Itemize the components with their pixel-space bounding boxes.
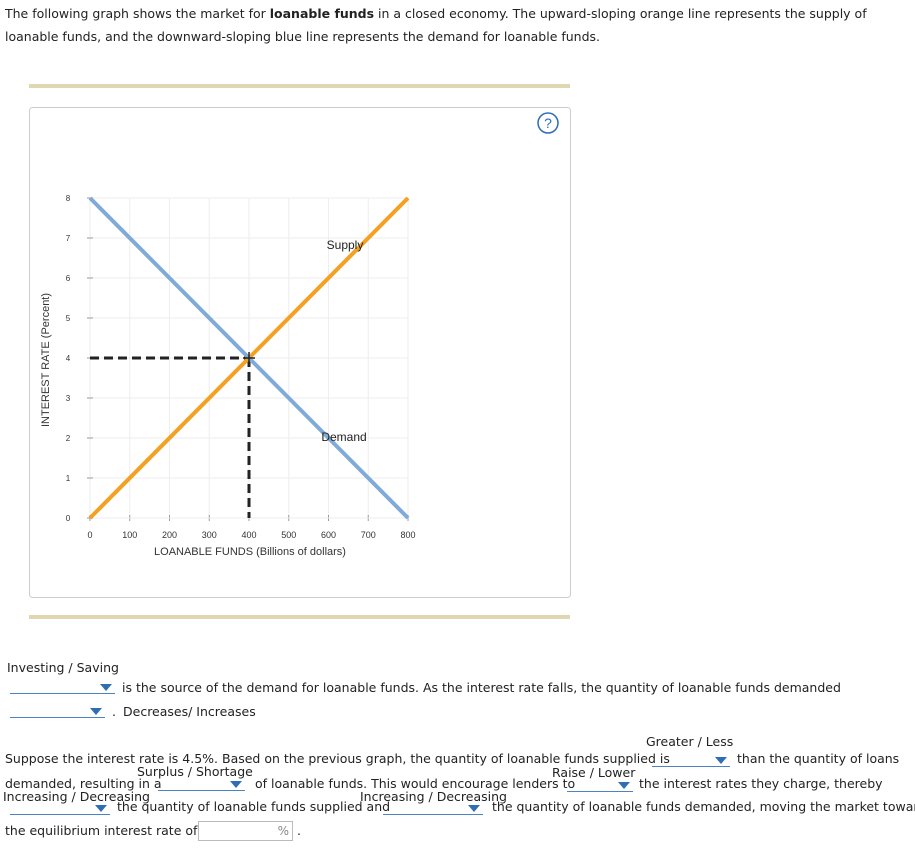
x-tick-label: 800: [400, 530, 415, 540]
question-text: demanded, resulting in a: [5, 776, 162, 791]
question-text: of loanable funds. This would encourage …: [255, 776, 576, 791]
answer-input[interactable]: %: [198, 821, 293, 841]
divider: [29, 84, 570, 88]
question-text: the equilibrium interest rate of: [5, 823, 198, 838]
option-hint: Increasing / Decreasing: [360, 789, 507, 804]
question-text: .: [112, 704, 116, 719]
y-tick-label: 3: [66, 394, 71, 403]
x-tick-label: 300: [202, 530, 217, 540]
dropdown[interactable]: [652, 754, 730, 767]
question-text: is the source of the demand for loanable…: [122, 680, 841, 695]
dropdown[interactable]: [10, 802, 110, 815]
x-tick-label: 700: [361, 530, 376, 540]
help-button[interactable]: ?: [537, 112, 559, 134]
question-text: than the quantity of loans: [737, 751, 900, 766]
question-text: the interest rates they charge, thereby: [639, 776, 883, 791]
chart-frame: [29, 107, 571, 598]
y-tick-label: 5: [66, 314, 71, 323]
question-text: .: [297, 823, 301, 838]
y-axis-label: INTEREST RATE (Percent): [40, 293, 52, 427]
x-axis-label: LOANABLE FUNDS (Billions of dollars): [154, 546, 346, 558]
x-tick-label: 0: [87, 530, 92, 540]
series-label: Supply: [327, 238, 364, 252]
y-tick-label: 4: [66, 354, 71, 363]
divider: [29, 615, 570, 619]
y-tick-label: 6: [66, 274, 71, 283]
question-text: Suppose the interest rate is 4.5%. Based…: [5, 751, 670, 766]
option-hint: Surplus / Shortage: [137, 764, 253, 779]
dropdown[interactable]: [158, 778, 245, 791]
option-hint: Greater / Less: [646, 734, 734, 749]
y-tick-label: 1: [66, 474, 71, 483]
x-tick-label: 600: [321, 530, 336, 540]
option-hint: Raise / Lower: [552, 765, 636, 780]
option-hint: Increasing / Decreasing: [3, 789, 150, 804]
dropdown[interactable]: [10, 705, 105, 718]
question-text: the quantity of loanable funds supplied …: [117, 799, 391, 814]
dropdown[interactable]: [567, 779, 633, 792]
x-tick-label: 200: [162, 530, 177, 540]
dropdown[interactable]: [383, 802, 483, 815]
help-text[interactable]: ?: [544, 115, 552, 131]
intro-text: The following graph shows the market for: [5, 6, 270, 21]
y-tick-label: 2: [66, 434, 71, 443]
x-tick-label: 400: [241, 530, 256, 540]
intro-bold: loanable funds: [269, 6, 375, 21]
dropdown[interactable]: [10, 681, 115, 694]
option-hint: Decreases/ Increases: [123, 704, 256, 719]
y-tick-label: 7: [66, 234, 71, 243]
unit: %: [277, 824, 289, 838]
y-tick-label: 0: [66, 514, 71, 523]
question-text: the quantity of loanable funds demanded,…: [492, 799, 915, 814]
x-tick-label: 500: [281, 530, 296, 540]
x-tick-label: 100: [122, 530, 137, 540]
option-hint: Investing / Saving: [7, 660, 119, 675]
intro-text: in a closed economy. The upward-sloping …: [5, 6, 867, 44]
help-icon[interactable]: [537, 112, 559, 134]
series-label: Demand: [321, 430, 366, 444]
intro: The following graph shows the market for…: [5, 2, 905, 48]
y-tick-label: 8: [66, 194, 71, 203]
